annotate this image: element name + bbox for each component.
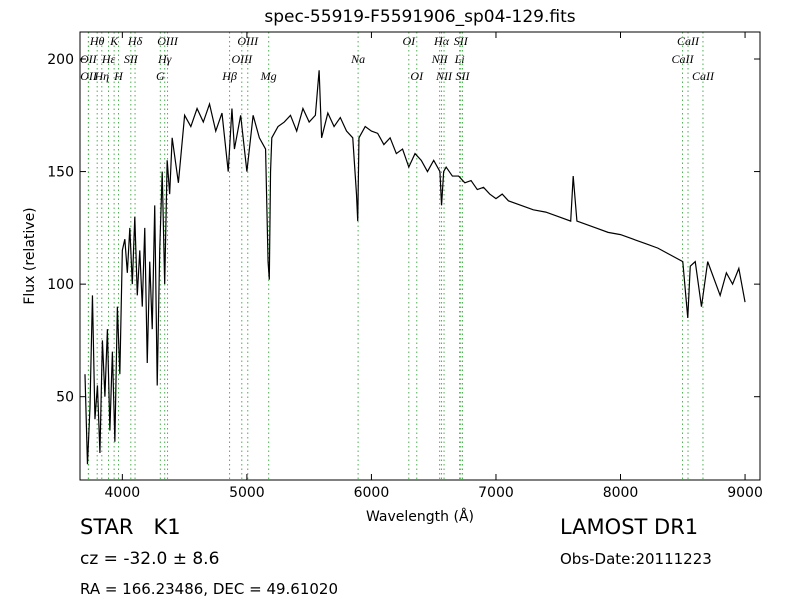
spectral-line-label: Hβ [221,69,237,83]
chart-title: spec-55919-F5591906_sp04-129.fits [264,7,575,27]
x-tick-label: 8000 [603,485,639,501]
spectral-line-label: OI [402,34,416,48]
spectral-line-label: CaII [677,34,700,48]
spectral-line-label: H [113,69,124,83]
spectral-line-label: Hθ [89,34,105,48]
spectral-line-label: SII [455,69,470,83]
spectral-line-label: Li [454,52,465,66]
coordinates: RA = 166.23486, DEC = 49.61020 [80,580,338,598]
y-tick-label: 50 [56,390,74,406]
spectral-line-label: OIII [231,52,253,66]
survey: LAMOST DR1 [560,515,698,539]
x-axis-label: Wavelength (Å) [366,508,474,525]
spectral-line-label: OI [410,69,424,83]
spectral-line-label: OIII [237,34,259,48]
y-tick-label: 100 [47,277,74,293]
spectral-line-label: NII [435,69,453,83]
spectral-line-label: Hε [101,52,116,66]
x-tick-label: 7000 [478,485,514,501]
spectrum-line [84,70,746,465]
spectral-line-label: SII [454,34,469,48]
spectral-line-label: CaII [692,69,715,83]
spectral-line-label: Hδ [127,34,143,48]
spectral-line-label: Mg [260,69,277,83]
object-class: STAR K1 [80,515,181,539]
x-tick-label: 5000 [229,485,265,501]
plot-frame [79,31,761,481]
spectral-line-label: Na [350,52,365,66]
x-tick-label: 9000 [727,485,763,501]
spectral-line-label: OIII [157,34,179,48]
spectral-line-label: CaII [672,52,695,66]
spectral-line-label: OII [80,69,98,83]
spectral-line-label: NII [431,52,449,66]
spectral-line-label: K [109,34,119,48]
spectral-line-label: Hη [93,69,109,83]
spectral-line-label: G [156,69,165,83]
obs-date: Obs-Date:20111223 [560,550,712,568]
redshift: cz = -32.0 ± 8.6 [80,549,219,569]
y-axis-label: Flux (relative) [22,207,38,304]
spectral-line-label: SII [124,52,139,66]
x-tick-label: 4000 [105,485,141,501]
y-tick-label: 150 [47,165,74,181]
spectral-line-label: Hα [433,34,450,48]
x-tick-label: 6000 [354,485,390,501]
y-tick-label: 200 [47,52,74,68]
spectral-line-label: Hγ [157,52,172,66]
